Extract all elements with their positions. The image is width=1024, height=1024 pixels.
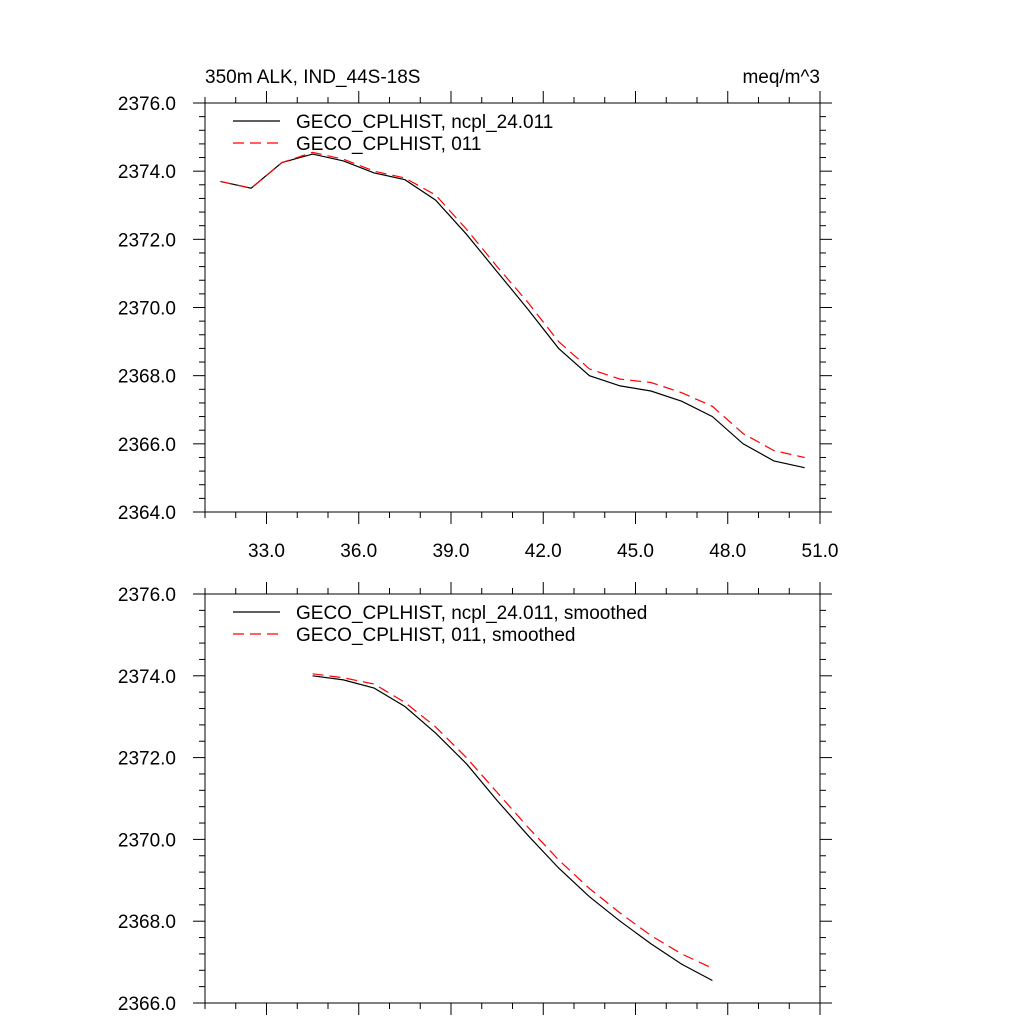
y-tick-label: 2364.0 <box>118 503 176 524</box>
y-tick-label: 2372.0 <box>118 749 176 770</box>
chart-title-left: 350m ALK, IND_44S-18S <box>205 67 420 88</box>
chart-panel-top: 350m ALK, IND_44S-18S meq/m^3 33.0 36.0 39.0… <box>118 67 839 562</box>
legend-label: GECO_CPLHIST, 011, smoothed <box>296 625 576 646</box>
plot-frame <box>204 593 821 1004</box>
x-tick-label: 45.0 <box>617 541 654 562</box>
series-line-dashed <box>220 151 805 459</box>
y-tick-label: 2374.0 <box>118 667 176 688</box>
y-tick-label: 2368.0 <box>118 367 176 388</box>
chart-title-right: meq/m^3 <box>742 67 820 88</box>
y-tick-label: 2376.0 <box>118 94 176 115</box>
y-tick-label: 2368.0 <box>118 912 176 933</box>
legend-label: GECO_CPLHIST, 011 <box>296 134 482 155</box>
y-tick-label: 2376.0 <box>118 585 176 606</box>
x-tick-label: 42.0 <box>525 541 562 562</box>
x-tick-label: 39.0 <box>433 541 470 562</box>
y-tick-label: 2370.0 <box>118 299 176 320</box>
y-tick-label: 2366.0 <box>118 435 176 456</box>
x-tick-label: 36.0 <box>340 541 377 562</box>
x-tick-label: 33.0 <box>248 541 285 562</box>
chart-panel-bottom: 2366.0 2368.0 2370.0 2372.0 2374.0 2376.0 GECO… <box>118 582 832 1015</box>
legend-label: GECO_CPLHIST, ncpl_24.011 <box>296 112 553 133</box>
y-tick-label: 2370.0 <box>118 830 176 851</box>
y-tick-label: 2366.0 <box>118 994 176 1015</box>
series-line-solid <box>312 675 713 982</box>
x-tick-label: 48.0 <box>709 541 746 562</box>
x-tick-label: 51.0 <box>802 541 839 562</box>
y-tick-label: 2374.0 <box>118 162 176 183</box>
legend-label: GECO_CPLHIST, ncpl_24.011, smoothed <box>296 603 647 624</box>
series-line-solid <box>220 153 805 469</box>
series-line-dashed <box>312 673 713 969</box>
plot-frame <box>204 102 821 513</box>
y-tick-label: 2372.0 <box>118 230 176 251</box>
